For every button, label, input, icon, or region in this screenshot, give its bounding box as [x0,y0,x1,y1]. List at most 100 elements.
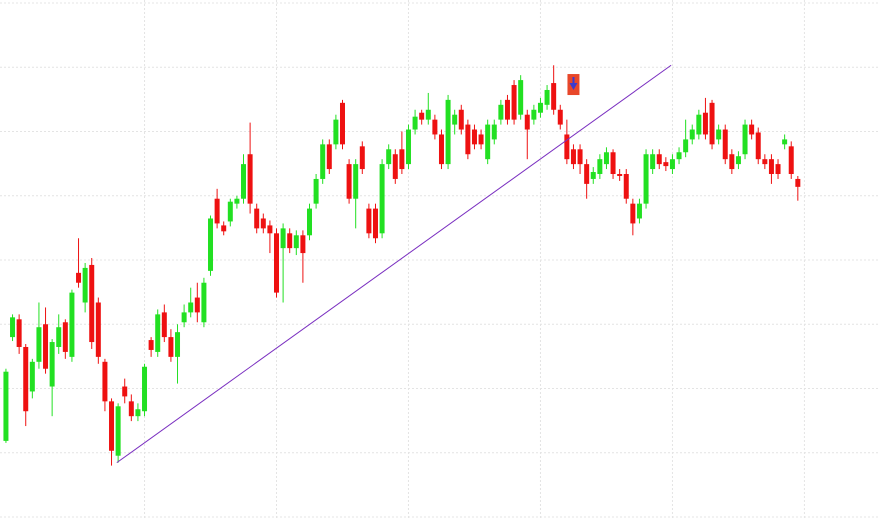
candle-body [82,267,88,303]
candle-body [346,164,352,199]
candle-body [405,129,411,165]
candle-body [650,154,656,170]
candle-body [518,80,524,115]
candle-body [95,302,101,357]
candle-body [478,134,484,145]
candle-body [326,144,332,170]
candle-body [49,342,55,387]
candle-body [537,102,543,113]
candle-body [590,172,596,179]
candle-body [379,164,385,234]
signal-arrow [569,77,578,91]
candle-body [267,225,273,234]
candle-body [610,152,616,175]
candle-body [683,139,689,153]
candle-body [749,124,755,135]
candle-body [762,159,768,165]
candle-body [663,162,669,167]
candle-body [452,114,458,125]
candle-body [485,124,491,160]
candle-body [109,401,115,451]
candle-body [16,319,22,347]
candle-body [3,371,9,441]
candle-body [696,114,702,135]
candle-body [122,386,128,397]
candle-body [43,324,49,369]
candle-body [617,174,623,176]
candle-body [227,201,233,222]
candle-body [372,208,378,239]
candle-body [293,235,299,249]
candle-body [353,164,359,199]
candle-body [669,159,675,170]
candle-body [636,203,642,219]
candle-body [643,154,649,204]
candle-body [551,83,557,110]
candle-body [491,124,497,140]
candle-body [564,134,570,160]
candle-body [722,129,728,160]
candle-body [274,233,280,293]
candle-body [36,327,42,362]
candle-body [465,124,471,155]
candle-body [181,312,187,323]
candle-body [716,129,722,140]
candle-body [62,322,68,352]
candle-body [333,119,339,145]
candle-body [425,109,431,120]
candle-body [115,406,121,456]
candle-body [287,233,293,249]
candle-body [570,149,576,165]
candle-body [689,129,695,140]
candle-body [221,225,227,232]
candle-body [142,366,148,412]
candle-body [557,109,563,125]
candle-body [359,146,365,170]
candle-body [208,218,214,271]
candle-body [782,139,788,145]
candle-body [742,124,748,155]
candle-body [471,129,477,145]
candle-body [577,149,583,165]
candle-body [56,327,62,347]
candle-body [234,198,240,204]
candle-body [412,116,418,130]
candle-body [399,149,405,170]
candle-body [768,159,774,175]
candle-body [729,154,735,170]
candle-body [194,297,200,313]
trend-line [116,64,672,464]
candle-body [775,164,781,175]
candle-body [795,178,801,187]
candle-body [419,112,425,120]
candle-body [89,264,95,343]
candle-body [366,208,372,234]
candle-body [320,144,326,179]
candle-body [76,272,82,283]
candle-body [676,152,682,160]
candle-body [432,119,438,135]
candle-body [702,112,708,135]
candle-body [445,99,451,165]
candle-body [498,104,504,120]
candle-body [392,154,398,179]
candle-body [260,218,266,229]
candle-body [511,85,517,120]
candle-body [656,154,662,165]
candle-body [168,337,174,357]
candle-body [735,156,741,165]
candle-body [69,292,75,357]
candle-body [524,114,530,130]
candle-body [630,203,636,224]
candle-body [458,109,464,130]
candle-body [306,208,312,236]
candle-body [544,89,550,105]
candle-body [603,152,609,165]
candle-body [188,302,194,313]
candle-body [504,99,510,120]
candle-body [531,109,537,120]
candle-body [10,317,16,338]
candle-body [175,332,181,357]
candle-body [128,401,134,417]
